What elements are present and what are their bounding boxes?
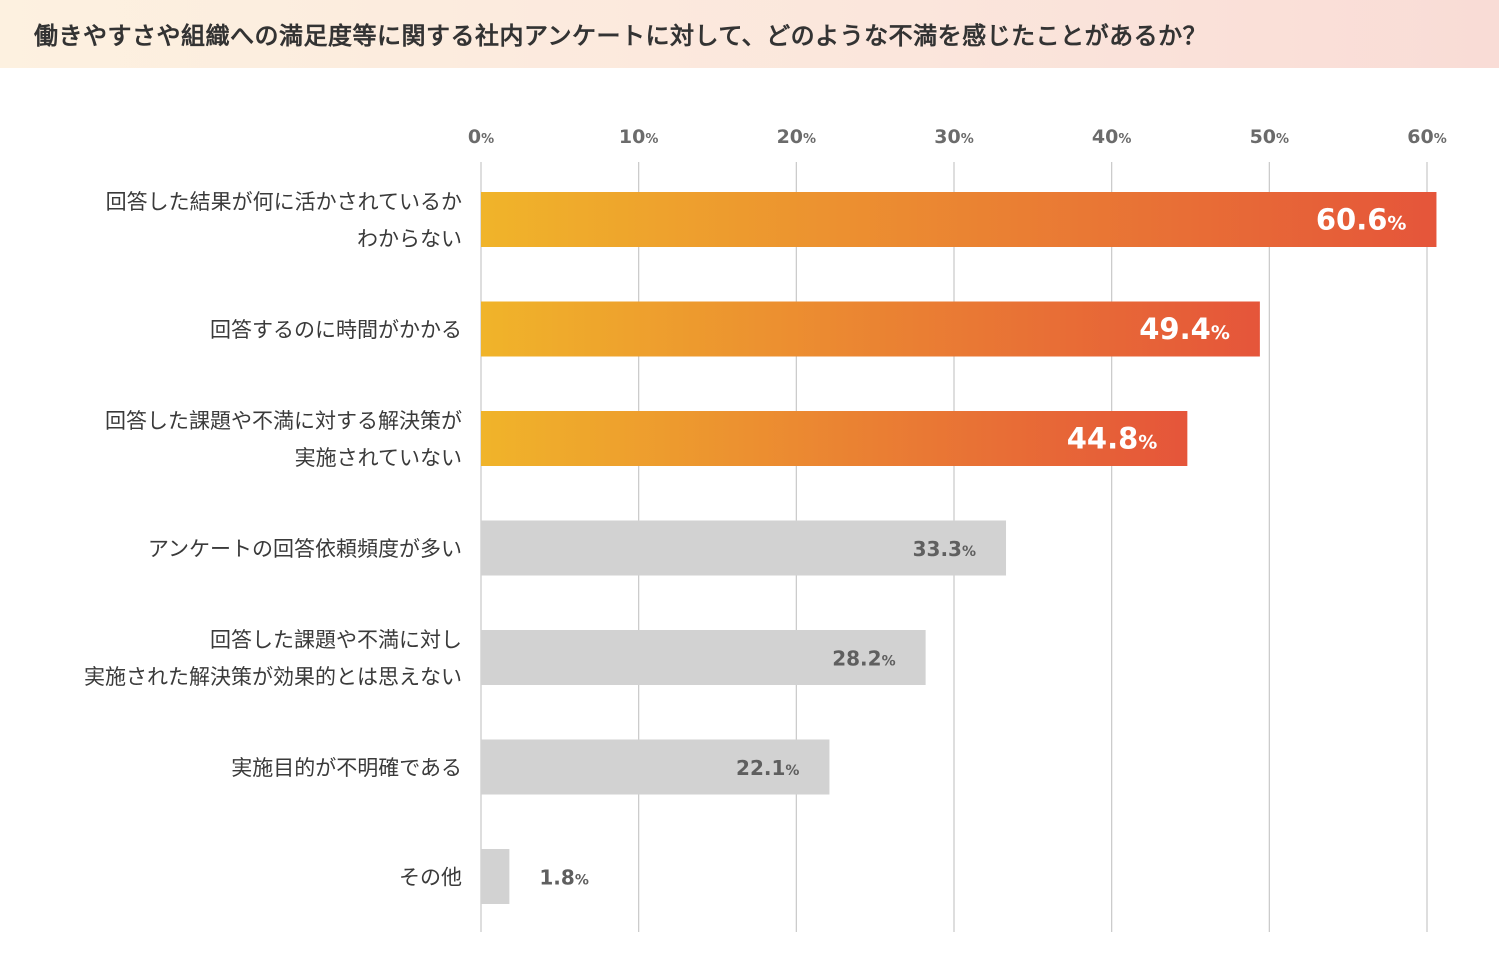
bar	[481, 739, 830, 795]
x-tick-label: 10%	[619, 126, 658, 148]
x-tick-label: 20%	[777, 126, 816, 148]
category-label: 実施されていない	[295, 446, 462, 470]
category-label: 回答した結果が何に活かされているか	[106, 190, 462, 214]
bar	[481, 411, 1188, 466]
x-tick-label: 40%	[1092, 126, 1131, 148]
category-label: アンケートの回答依頼頻度が多い	[148, 537, 462, 561]
x-tick-label: 0%	[468, 126, 494, 148]
category-label: わからない	[357, 227, 462, 251]
bar	[481, 630, 926, 685]
category-label: 回答した課題や不満に対し	[210, 628, 462, 652]
category-label: 実施された解決策が効果的とは思えない	[84, 665, 462, 689]
x-tick-label: 30%	[934, 126, 973, 148]
title-band: 働きやすさや組織への満足度等に関する社内アンケートに対して、どのような不満を感じ…	[0, 0, 1499, 68]
bar	[481, 192, 1437, 247]
bar-value-label: 28.2%	[832, 647, 895, 671]
x-tick-label: 50%	[1250, 126, 1289, 148]
bar-value-label: 49.4%	[1139, 312, 1230, 346]
bar-value-label: 44.8%	[1067, 422, 1158, 456]
category-label: その他	[399, 866, 462, 890]
bar-value-label: 33.3%	[913, 537, 976, 561]
category-label: 回答するのに時間がかかる	[210, 318, 462, 342]
category-label: 回答した課題や不満に対する解決策が	[105, 409, 462, 433]
bar	[481, 520, 1007, 576]
x-tick-label: 60%	[1407, 126, 1446, 148]
bar-value-label: 22.1%	[736, 756, 799, 780]
category-label: 実施目的が不明確である	[231, 756, 462, 780]
bar-value-label: 1.8%	[539, 866, 588, 890]
bar	[481, 301, 1260, 357]
bar-value-label: 60.6%	[1316, 203, 1407, 237]
bar	[481, 849, 510, 904]
chart-title: 働きやすさや組織への満足度等に関する社内アンケートに対して、どのような不満を感じ…	[34, 22, 1208, 50]
